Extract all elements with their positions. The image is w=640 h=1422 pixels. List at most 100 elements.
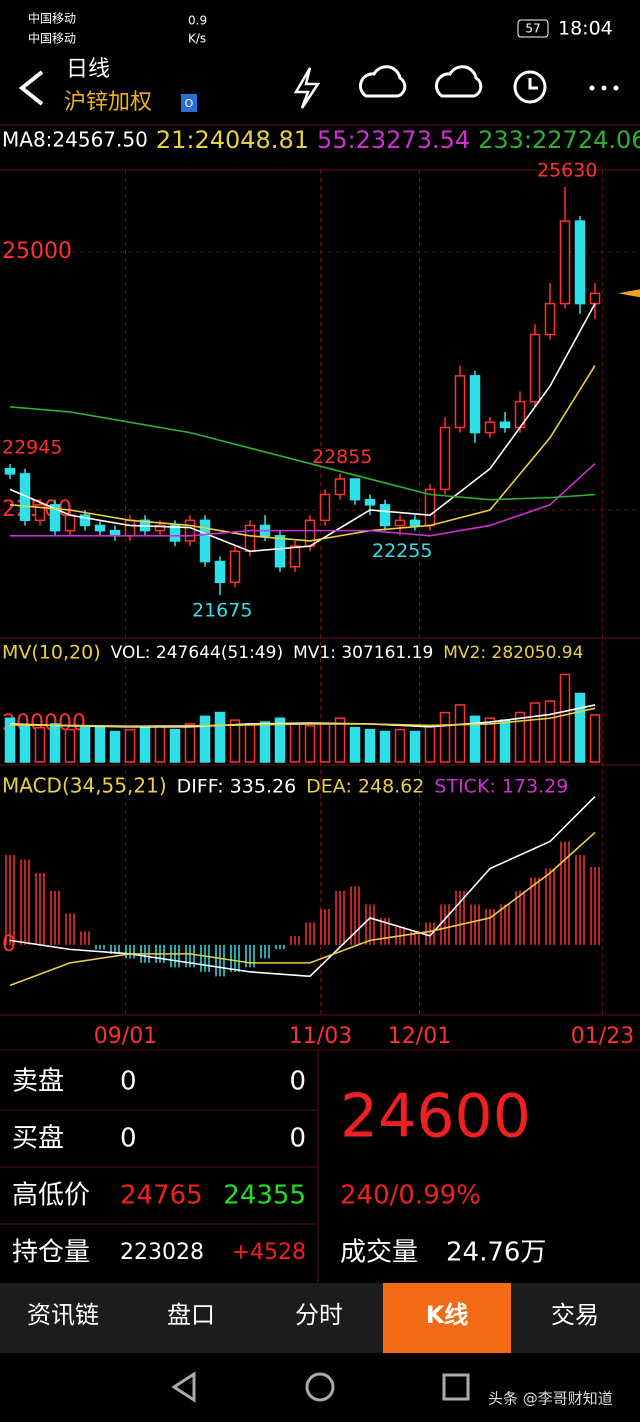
volume-bar — [244, 723, 256, 763]
volume-bar — [139, 727, 151, 763]
last-price: 24600 — [340, 1082, 531, 1152]
ma-line — [9, 365, 596, 542]
ma-legend-item: 55:23273.54 — [317, 126, 470, 154]
volume-bar — [304, 725, 316, 763]
candle-body — [274, 535, 286, 568]
tab[interactable]: 交易 — [551, 1301, 599, 1329]
candle-body — [229, 550, 241, 583]
quote-value: 0 — [120, 1067, 137, 1097]
volume-value: 24.76万 — [446, 1238, 546, 1268]
volume-bar — [19, 725, 31, 763]
volume-bar — [49, 723, 61, 763]
volume-line — [9, 707, 596, 728]
candle-body — [289, 545, 301, 568]
quote-label: 高低价 — [12, 1181, 90, 1211]
candle-body — [214, 560, 226, 583]
nav-recent[interactable] — [442, 1373, 470, 1401]
period: 日线 — [66, 57, 110, 82]
flash-icon[interactable] — [293, 67, 321, 109]
candle-body — [334, 478, 346, 496]
volume-bar — [124, 728, 136, 763]
volume-bar — [574, 692, 586, 763]
candle-body — [34, 504, 46, 522]
last-price-marker — [618, 289, 640, 298]
nav-back[interactable] — [171, 1371, 196, 1403]
candle-body — [439, 426, 451, 491]
candle-body — [589, 292, 601, 305]
quote-label: 买盘 — [12, 1124, 64, 1154]
volume-bar — [154, 725, 166, 763]
volume-bar — [64, 728, 76, 763]
x-tick-label: 12/01 — [388, 1024, 451, 1049]
macd-legend: MACD(34,55,21) — [2, 774, 167, 798]
candle-body — [394, 519, 406, 527]
macd-line — [9, 831, 596, 987]
price-annotation: 21675 — [192, 600, 252, 622]
battery: 57 — [525, 22, 540, 36]
tab[interactable]: 盘口 — [167, 1301, 215, 1329]
volume-bar — [529, 702, 541, 763]
volume-bar — [379, 730, 391, 763]
quote-label: 卖盘 — [12, 1067, 64, 1097]
back-button[interactable] — [18, 70, 44, 106]
carrier: 中国移动 — [28, 11, 76, 26]
candle-body — [349, 478, 361, 501]
cloud-icon[interactable] — [435, 65, 483, 98]
candle-body — [499, 421, 511, 429]
volume-bar — [334, 717, 346, 763]
volume-bar — [394, 728, 406, 763]
candle-body — [4, 467, 16, 475]
quote-value: 0 — [289, 1124, 306, 1154]
volume-bar — [349, 727, 361, 763]
cloud-icon[interactable] — [359, 65, 407, 98]
quote-value: 223028 — [120, 1240, 204, 1265]
volume-bar — [274, 717, 286, 763]
tab[interactable]: 资讯链 — [27, 1301, 99, 1329]
volume-bar — [109, 730, 121, 763]
volume-bar — [184, 723, 196, 763]
price-annotation: 22855 — [312, 446, 372, 468]
quote-value: 24765 — [120, 1181, 203, 1211]
volume-bar — [34, 727, 46, 763]
volume-bar — [79, 727, 91, 763]
ma-legend-item: MA8:24567.50 — [2, 128, 148, 152]
speed-unit: K/s — [188, 32, 206, 46]
volume-bar — [364, 728, 376, 763]
candle-body — [409, 519, 421, 527]
candle-body — [379, 504, 391, 527]
volume-bar — [439, 711, 451, 763]
candle-body — [124, 519, 136, 537]
nav-home[interactable] — [305, 1372, 335, 1402]
volume-bar — [469, 715, 481, 763]
candle-body — [454, 375, 466, 429]
candle-body — [154, 524, 166, 532]
tab[interactable]: 分时 — [295, 1301, 343, 1329]
candle-body — [244, 524, 256, 553]
candle-body — [169, 524, 181, 542]
candle-body — [184, 519, 196, 542]
tab-bar — [0, 1283, 640, 1353]
history-icon[interactable] — [513, 70, 547, 104]
volume-bar — [589, 714, 601, 763]
quote-label: 持仓量 — [12, 1238, 90, 1268]
change: 240/0.99% — [340, 1181, 481, 1211]
watermark: 头条 @李哥财知道 — [488, 1390, 613, 1408]
volume-legend: MV2: 282050.94 — [443, 643, 583, 663]
volume-bar — [514, 711, 526, 763]
volume-bar — [229, 719, 241, 763]
history-icon-hand — [528, 78, 538, 90]
candle-body — [484, 421, 496, 434]
volume-bar — [4, 717, 16, 763]
volume-bar — [424, 725, 436, 763]
ma-legend-item: 21:24048.81 — [156, 126, 309, 154]
volume-bar — [169, 728, 181, 763]
volume-bar — [484, 717, 496, 763]
candle-body — [319, 493, 331, 522]
more-button[interactable] — [589, 85, 619, 91]
candle-body — [304, 519, 316, 547]
ma-line — [9, 303, 596, 553]
macd-legend: STICK: 173.29 — [434, 776, 568, 798]
carrier: 中国移动 — [28, 31, 76, 46]
tab[interactable]: K线 — [426, 1301, 469, 1329]
